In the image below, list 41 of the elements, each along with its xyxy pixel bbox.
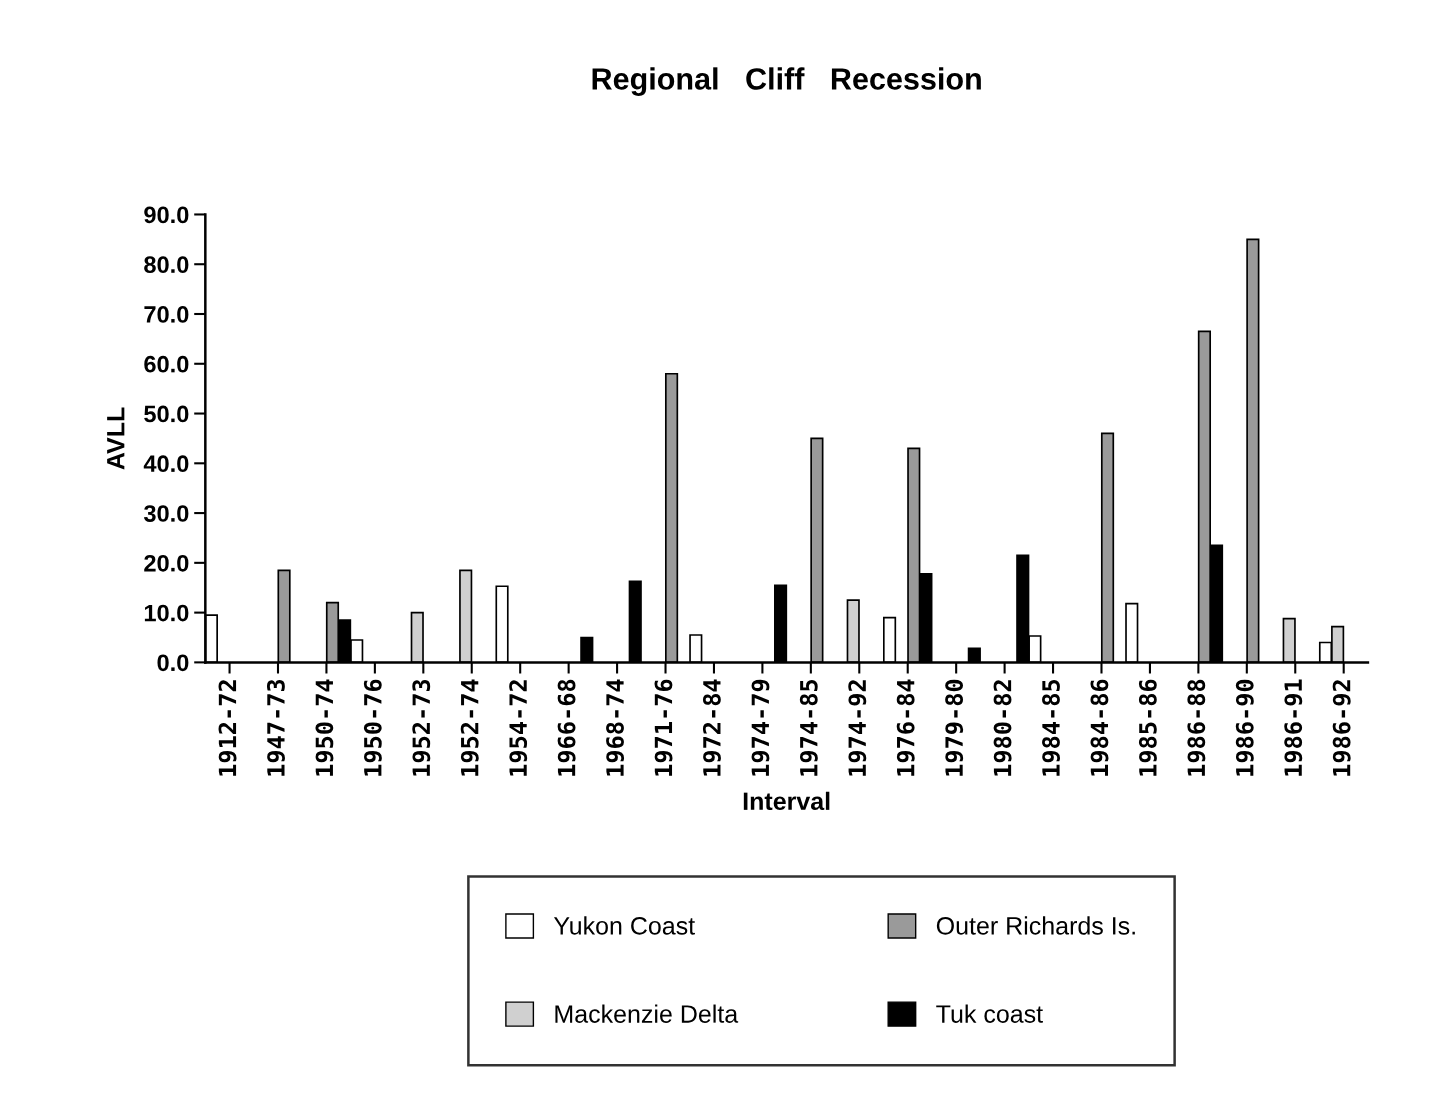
y-tick-label: 20.0: [144, 554, 189, 572]
x-tick-label: 1986-88: [1187, 679, 1206, 776]
y-tick-label: 40.0: [143, 455, 189, 473]
y-tick-label: 90.0: [144, 206, 189, 224]
x-tick-label: 1950-74: [315, 679, 334, 776]
y-tick-label: 50.0: [144, 405, 189, 423]
legend-label: Tuk coast: [936, 1004, 1043, 1023]
chart-title: Regional Cliff Recession: [592, 67, 981, 96]
y-tick-label: 80.0: [144, 256, 189, 274]
y-tick-label: 70.0: [144, 306, 189, 323]
y-tick-label: 0.0: [157, 654, 189, 672]
legend-label: Yukon Coast: [553, 916, 695, 935]
x-tick-label: 1972-84: [702, 679, 721, 776]
x-tick-label: 1974-92: [848, 680, 867, 776]
legend-label: Mackenzie Delta: [555, 1004, 739, 1023]
x-tick-label: 1974-79: [751, 679, 770, 776]
x-tick-label: 1954-72: [509, 680, 528, 776]
x-tick-label: 1971-76: [654, 679, 673, 776]
x-tick-label: 1984-85: [1042, 679, 1061, 776]
x-tick-label: 1974-85: [799, 679, 818, 776]
y-tick-label: 30.0: [143, 505, 189, 522]
x-tick-label: 1950-76: [363, 679, 382, 776]
legend-label: Outer Richards Is.: [936, 916, 1135, 935]
y-tick-label: 60.0: [144, 355, 189, 373]
y-tick-label: 10.0: [144, 604, 189, 622]
x-tick-label: 1952-74: [460, 679, 479, 776]
x-axis-title: Interval: [743, 791, 830, 811]
x-tick-label: 1986-92: [1332, 680, 1351, 776]
x-tick-label: 1986-90: [1235, 679, 1254, 776]
y-axis-title: AVLL: [107, 407, 125, 470]
x-tick-label: 1985-86: [1138, 679, 1157, 776]
x-tick-label: 1980-82: [993, 680, 1012, 776]
x-tick-label: 1976-84: [896, 679, 915, 776]
x-tick-label: 1968-74: [606, 679, 625, 776]
x-tick-label: 1912-72: [218, 680, 237, 776]
x-tick-label: 1979-80: [945, 679, 964, 776]
x-tick-label: 1947-73: [266, 679, 285, 776]
x-tick-label: 1966-68: [557, 679, 576, 776]
x-tick-label: 1986-91: [1284, 679, 1303, 776]
x-tick-label: 1984-86: [1090, 679, 1109, 776]
x-tick-label: 1952-73: [412, 679, 431, 776]
